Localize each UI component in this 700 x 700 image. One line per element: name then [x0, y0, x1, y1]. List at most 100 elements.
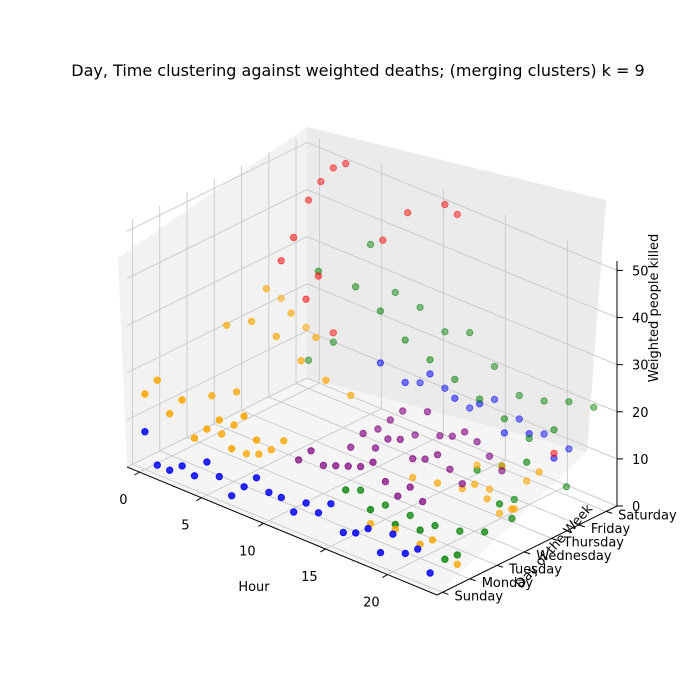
data-point: [426, 569, 434, 577]
data-point: [277, 294, 285, 302]
y-tick-mark: [442, 591, 449, 595]
data-point: [409, 473, 417, 482]
data-point: [344, 462, 352, 470]
data-point: [401, 336, 409, 344]
gridline-z-left: [126, 283, 308, 374]
y-tick-mark: [578, 524, 585, 528]
z-axis-label: Weighted people killed: [647, 234, 662, 382]
gridline-z-left: [126, 189, 308, 279]
y-tick-mark: [551, 537, 558, 541]
gridline-x-floor: [201, 408, 382, 499]
data-point: [426, 370, 434, 378]
data-point: [562, 483, 571, 491]
x-tick-label: 20: [363, 596, 380, 611]
data-point: [376, 359, 385, 367]
data-point: [374, 425, 382, 433]
data-point: [458, 480, 466, 488]
data-point: [453, 551, 461, 559]
gridline-z-left: [126, 141, 308, 232]
data-point: [441, 200, 449, 209]
data-point: [436, 432, 444, 440]
data-point: [416, 526, 424, 534]
data-point: [307, 447, 315, 455]
data-point: [339, 528, 347, 537]
data-point: [451, 375, 459, 384]
z-tick-label: 0: [632, 500, 640, 515]
data-point: [302, 295, 310, 303]
data-point: [451, 394, 459, 402]
data-point: [228, 445, 236, 453]
data-point: [302, 499, 310, 507]
data-point: [550, 426, 558, 434]
gridline-x-floor: [387, 485, 568, 575]
y-tick-label: Wednesday: [536, 549, 612, 564]
data-point: [379, 236, 387, 244]
data-point: [347, 443, 355, 451]
data-point: [208, 392, 216, 400]
x-axis-line: [126, 466, 438, 596]
x-tick-mark: [258, 522, 264, 527]
x-axis-label: Hour: [238, 580, 270, 595]
y-tick-mark: [605, 510, 613, 514]
left-pane: [118, 127, 307, 467]
y-tick-label: Thursday: [563, 535, 625, 550]
data-point: [342, 159, 350, 168]
data-point: [277, 257, 285, 265]
floor-pane: [127, 378, 587, 595]
gridline-z-back: [306, 141, 618, 271]
data-point: [498, 467, 506, 475]
z-tick-label: 20: [632, 406, 649, 421]
data-point: [267, 446, 275, 454]
data-point: [247, 317, 256, 326]
data-point: [433, 479, 442, 487]
data-point: [240, 412, 248, 420]
data-point: [351, 283, 360, 291]
gridline-z-back: [306, 330, 618, 460]
data-point: [399, 407, 407, 415]
data-point: [453, 560, 461, 568]
data-point: [252, 436, 261, 444]
data-point: [218, 430, 226, 438]
data-point: [590, 403, 598, 411]
data-point: [272, 332, 280, 341]
y-tick-label: Tuesday: [508, 562, 562, 577]
data-point: [456, 527, 464, 535]
data-point: [376, 307, 385, 315]
gridline-z-left: [126, 236, 308, 327]
data-point: [304, 356, 313, 364]
data-point: [540, 397, 548, 405]
data-point: [314, 272, 323, 280]
y-tick-mark: [496, 564, 504, 568]
data-point: [441, 384, 449, 392]
data-point: [255, 450, 263, 458]
data-point: [495, 509, 504, 517]
gridline-y-floor: [295, 382, 607, 512]
gridline-z-back: [306, 283, 618, 413]
data-point: [466, 328, 474, 337]
x-tick-mark: [196, 497, 202, 502]
data-point: [376, 548, 385, 557]
x-tick-label: 10: [239, 544, 256, 559]
data-point: [416, 303, 424, 312]
data-point: [277, 493, 285, 502]
axis-layer: [126, 261, 623, 596]
gridline-y-floor: [186, 436, 498, 566]
data-point: [228, 492, 236, 500]
grid-layer: [126, 138, 618, 593]
data-point: [381, 501, 390, 509]
data-point: [230, 421, 238, 429]
y-tick-label: Saturday: [618, 508, 677, 523]
data-point: [289, 233, 298, 242]
data-point: [240, 483, 248, 491]
data-point: [153, 376, 162, 384]
data-point: [515, 391, 523, 400]
data-point: [480, 528, 489, 536]
data-point: [550, 449, 558, 458]
data-point: [364, 524, 372, 533]
gridline-y-floor: [132, 463, 443, 593]
data-point: [329, 338, 337, 346]
data-point: [426, 356, 434, 364]
data-point: [384, 435, 392, 443]
y-tick-label: Friday: [591, 522, 631, 537]
x-tick-mark: [382, 574, 388, 578]
